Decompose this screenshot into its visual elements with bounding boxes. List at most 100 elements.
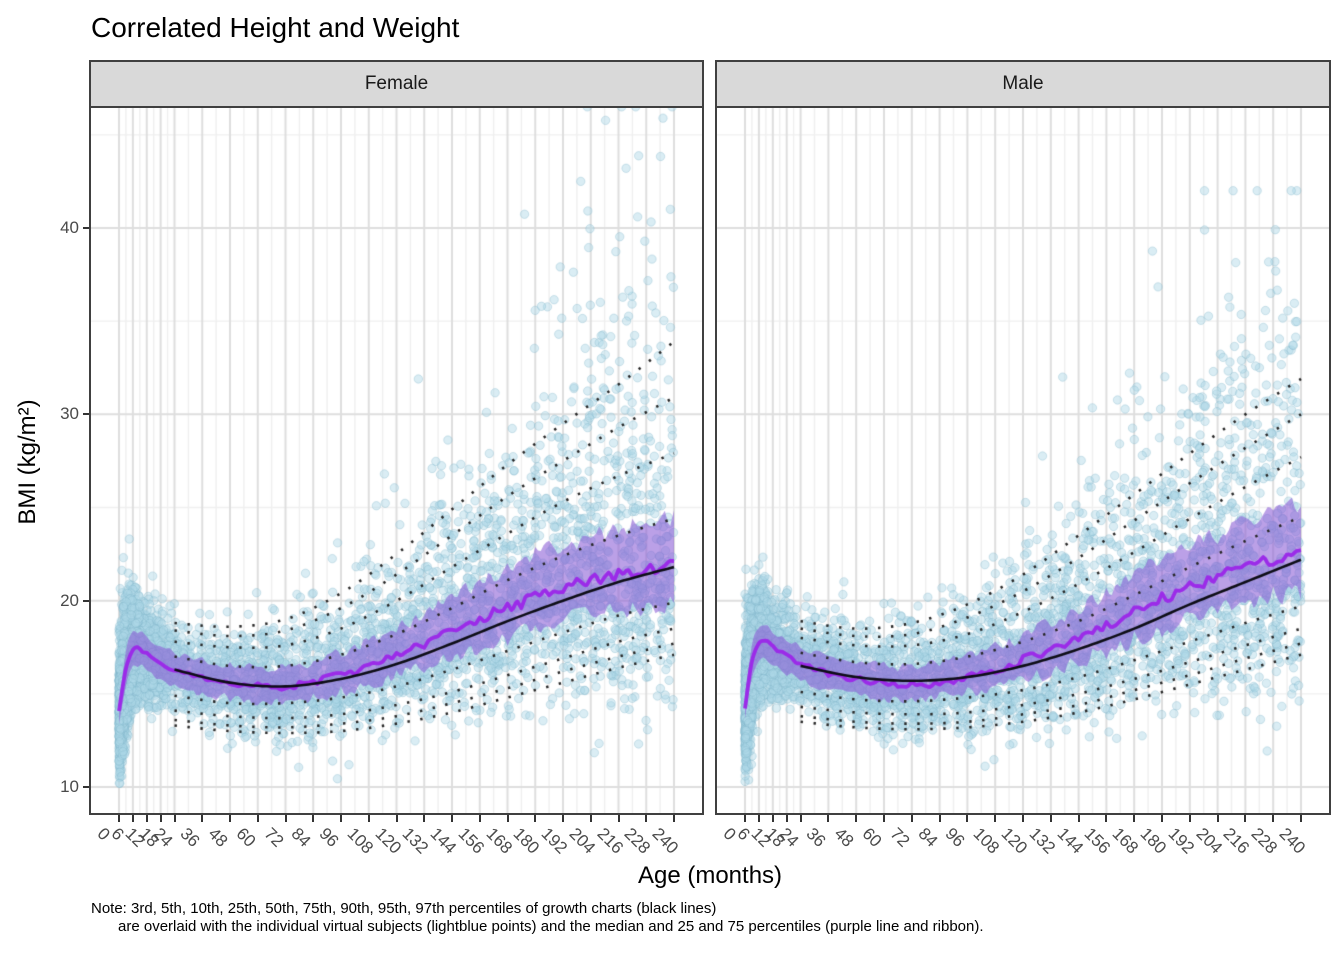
x-axis-tick xyxy=(617,815,620,822)
x-tick-label: 120 xyxy=(997,824,1032,858)
x-tick-label: 60 xyxy=(858,824,886,851)
x-axis-tick xyxy=(771,815,774,822)
x-tick-label: 132 xyxy=(398,824,433,858)
y-axis-tick xyxy=(83,786,89,788)
x-axis-tick xyxy=(131,815,134,822)
x-axis-tick xyxy=(562,815,564,822)
x-axis-tick xyxy=(1272,815,1275,822)
x-axis-tick xyxy=(118,815,120,822)
x-axis-tick xyxy=(1077,815,1080,822)
x-axis-tick xyxy=(799,815,802,822)
x-tick-label: 72 xyxy=(260,824,287,851)
y-tick-label: 10 xyxy=(60,777,79,796)
facet-strip-male: Male xyxy=(715,60,1331,108)
x-axis-tick xyxy=(506,815,509,822)
x-axis-tick xyxy=(340,815,342,822)
x-axis-tick xyxy=(855,815,858,822)
facet-strip-label: Female xyxy=(364,73,429,94)
x-tick-label: 108 xyxy=(343,824,377,858)
x-axis-tick xyxy=(1049,815,1052,822)
y-axis-tick xyxy=(83,413,89,416)
x-tick-label: 60 xyxy=(232,824,260,851)
x-axis-tick xyxy=(744,815,746,822)
x-tick-label: 168 xyxy=(1108,824,1143,858)
x-axis-tick xyxy=(1300,815,1302,822)
x-axis-tick xyxy=(284,815,287,822)
x-axis-tick xyxy=(589,815,592,822)
y-axis-tick xyxy=(83,227,89,229)
x-tick-label: 84 xyxy=(914,824,941,851)
x-tick-label: 216 xyxy=(1219,824,1254,858)
x-tick-label: 96 xyxy=(941,824,969,851)
scatter-canvas-female xyxy=(91,108,702,813)
x-tick-label: 36 xyxy=(802,824,830,851)
x-tick-label: 192 xyxy=(537,824,572,858)
x-tick-label: 240 xyxy=(1275,824,1310,858)
plot-panel-female xyxy=(89,106,704,815)
x-axis-tick xyxy=(478,815,481,822)
x-axis-tick xyxy=(201,815,204,822)
x-axis-tick xyxy=(673,815,675,822)
x-axis-tick xyxy=(145,815,148,822)
x-tick-label: 36 xyxy=(176,824,204,851)
y-tick-label: 30 xyxy=(60,404,79,424)
x-axis-title: Age (months) xyxy=(637,862,783,889)
x-tick-label: 120 xyxy=(371,824,405,858)
plot-panel-male xyxy=(715,106,1331,815)
x-axis-tick xyxy=(451,815,453,822)
x-axis-tick xyxy=(1133,815,1136,822)
x-tick-label: 180 xyxy=(509,824,544,858)
x-tick-label: 240 xyxy=(648,824,683,858)
x-tick-label: 144 xyxy=(1053,824,1087,858)
x-tick-label: 132 xyxy=(1025,824,1059,858)
x-tick-label: 72 xyxy=(886,824,914,851)
x-axis-tick xyxy=(1022,815,1024,822)
x-tick-label: 48 xyxy=(204,824,232,851)
y-axis-title: BMI (kg/m²) xyxy=(14,399,41,525)
x-tick-label: 228 xyxy=(620,824,655,858)
x-axis-tick xyxy=(173,815,176,822)
note-line-1: Note: 3rd, 5th, 10th, 25th, 50th, 75th, … xyxy=(91,900,717,917)
x-axis-tick xyxy=(229,815,231,822)
x-tick-label: 144 xyxy=(426,824,461,858)
x-tick-label: 180 xyxy=(1136,824,1171,858)
x-axis-tick xyxy=(1105,815,1108,822)
x-axis-tick xyxy=(994,815,997,822)
facet-strip-female: Female xyxy=(89,60,704,108)
x-tick-label: 204 xyxy=(1192,824,1226,858)
y-axis-tick xyxy=(83,599,89,602)
x-tick-label: 228 xyxy=(1247,824,1282,858)
x-axis-tick xyxy=(785,815,788,822)
x-axis-tick xyxy=(367,815,370,822)
scatter-canvas-male xyxy=(717,108,1329,813)
x-tick-label: 204 xyxy=(565,824,599,858)
x-axis-tick xyxy=(1244,815,1247,822)
x-axis-tick xyxy=(395,815,398,822)
x-tick-label: 192 xyxy=(1164,824,1198,858)
x-tick-label: 156 xyxy=(454,824,488,858)
x-tick-label: 48 xyxy=(830,824,858,851)
x-axis-tick xyxy=(966,815,969,822)
x-axis-tick xyxy=(256,815,259,822)
x-tick-label: 96 xyxy=(315,824,343,851)
x-axis-tick xyxy=(938,815,941,822)
y-tick-label: 20 xyxy=(60,590,79,610)
x-axis-tick xyxy=(910,815,913,822)
x-tick-label: 168 xyxy=(482,824,516,858)
x-axis-tick xyxy=(757,815,760,822)
x-tick-label: 156 xyxy=(1080,824,1115,858)
x-axis-tick xyxy=(423,815,426,822)
x-axis-tick xyxy=(1216,815,1219,822)
x-axis-tick xyxy=(312,815,315,822)
facet-strip-label: Male xyxy=(1002,73,1044,94)
x-axis-tick xyxy=(645,815,648,822)
x-axis-tick xyxy=(159,815,162,822)
x-tick-label: 84 xyxy=(287,824,315,851)
x-axis-tick xyxy=(883,815,885,822)
page-title: Correlated Height and Weight xyxy=(91,12,460,43)
x-axis-tick xyxy=(534,815,537,822)
x-tick-label: 216 xyxy=(593,824,627,858)
x-axis-tick xyxy=(1188,815,1191,822)
note-line-2: are overlaid with the individual virtual… xyxy=(118,918,984,935)
